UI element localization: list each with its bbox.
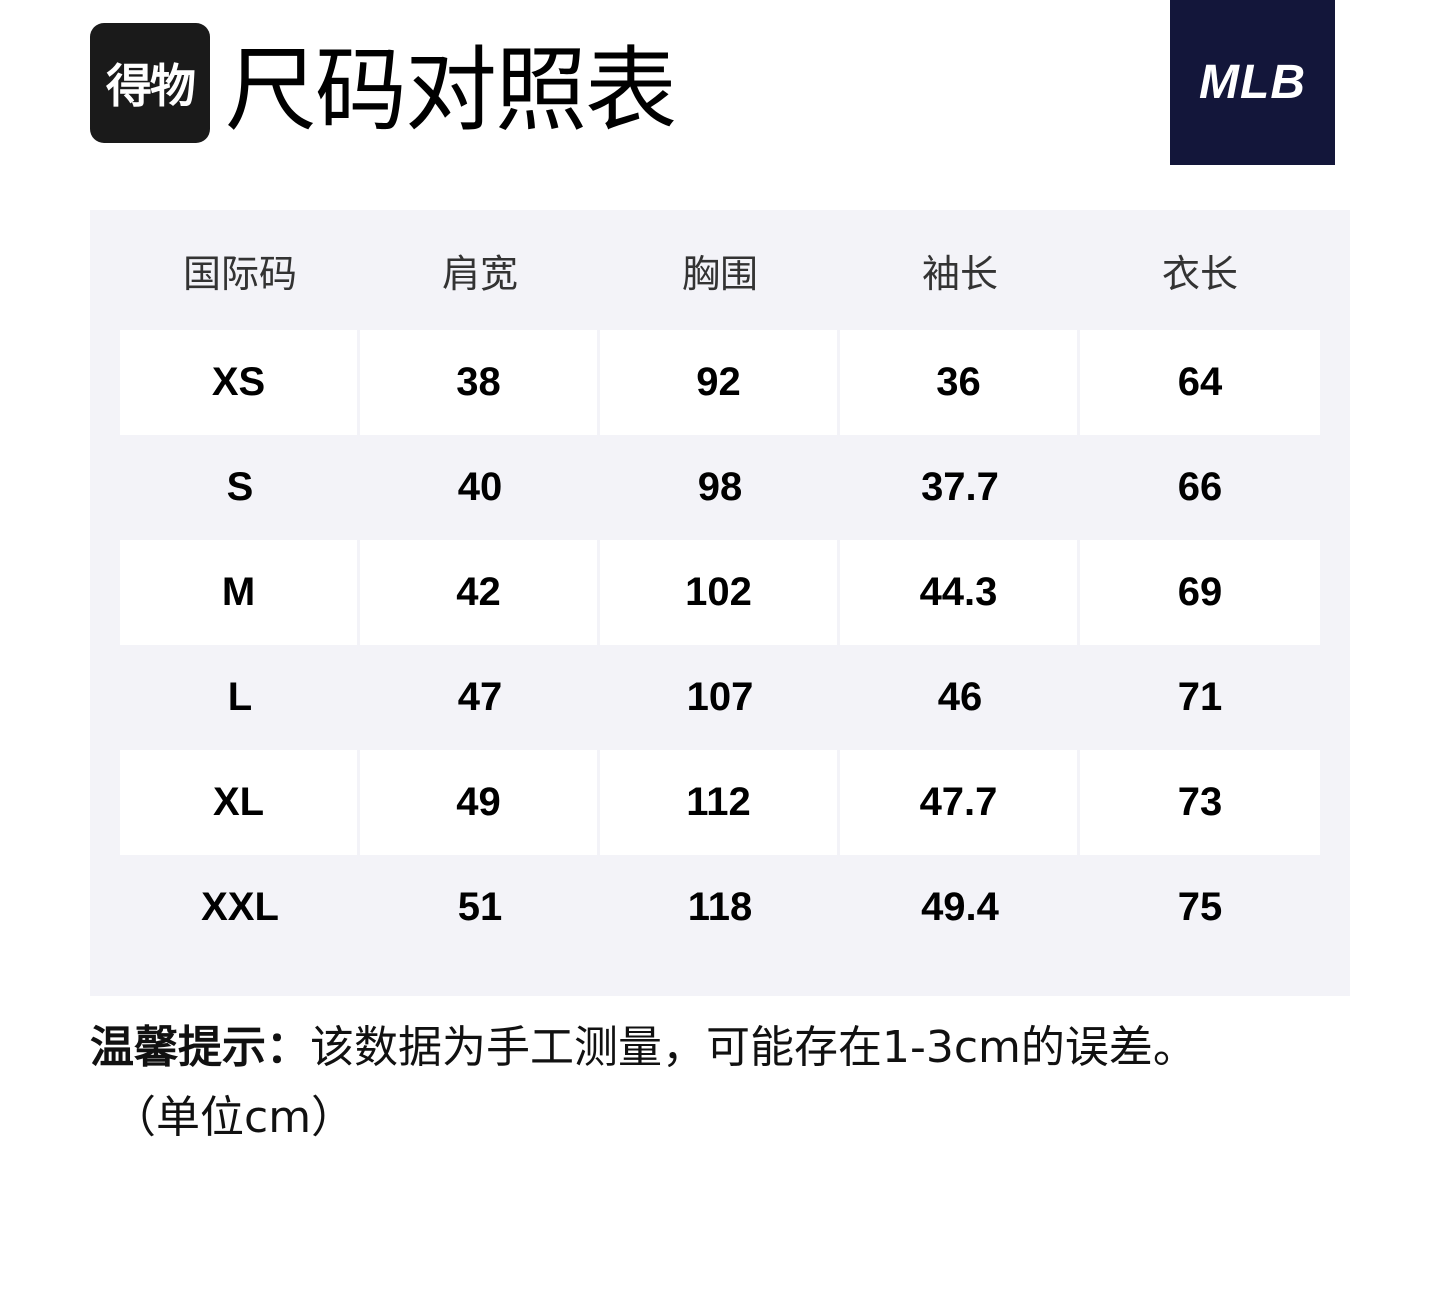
table-row: XS 38 92 36 64 — [120, 330, 1320, 435]
cell-size: M — [120, 540, 360, 645]
cell-sleeve: 49.4 — [921, 885, 999, 929]
unit-note: （单位cm） — [112, 1092, 356, 1143]
cell-chest: 118 — [687, 885, 753, 929]
cell-chest: 102 — [600, 540, 840, 645]
table-body: XS 38 92 36 64 S 40 98 37.7 66 M 42 102 … — [120, 330, 1320, 960]
header-chest: 胸围 — [681, 251, 758, 296]
measurement-note: 温馨提示：该数据为手工测量，可能存在1-3cm的误差。 — [90, 1010, 1350, 1086]
app-logo: 得物 — [90, 23, 210, 143]
cell-length: 73 — [1080, 750, 1320, 855]
table-row: L 47 107 46 71 — [120, 645, 1320, 750]
table-header-row: 国际码 肩宽 胸围 袖长 衣长 — [120, 210, 1320, 330]
cell-chest: 112 — [600, 750, 840, 855]
cell-shoulder: 51 — [457, 885, 503, 929]
cell-chest: 92 — [600, 330, 840, 435]
cell-length: 71 — [1177, 675, 1223, 719]
header-sleeve: 袖长 — [921, 251, 998, 296]
app-logo-text: 得物 — [106, 59, 196, 113]
cell-size: L — [227, 675, 253, 719]
cell-chest: 107 — [686, 675, 754, 719]
cell-shoulder: 40 — [457, 465, 503, 509]
cell-length: 64 — [1080, 330, 1320, 435]
cell-size: XXL — [201, 885, 279, 929]
table-row: M 42 102 44.3 69 — [120, 540, 1320, 645]
cell-shoulder: 42 — [360, 540, 600, 645]
header-size: 国际码 — [182, 251, 297, 296]
table-row: XXL 51 118 49.4 75 — [120, 855, 1320, 960]
cell-length: 75 — [1177, 885, 1223, 929]
cell-length: 66 — [1177, 465, 1223, 509]
cell-shoulder: 49 — [360, 750, 600, 855]
header-shoulder: 肩宽 — [441, 251, 518, 296]
page-title: 尺码对照表 — [225, 37, 677, 144]
cell-length: 69 — [1080, 540, 1320, 645]
note-text: 该数据为手工测量，可能存在1-3cm的误差。 — [310, 1022, 1197, 1073]
table-row: S 40 98 37.7 66 — [120, 435, 1320, 540]
header-length: 衣长 — [1161, 251, 1238, 296]
cell-size: S — [226, 465, 254, 509]
cell-shoulder: 47 — [457, 675, 503, 719]
cell-sleeve: 47.7 — [840, 750, 1080, 855]
cell-size: XS — [120, 330, 360, 435]
size-chart-table: 国际码 肩宽 胸围 袖长 衣长 XS 38 92 36 64 S 40 98 3… — [90, 210, 1350, 996]
table-row: XL 49 112 47.7 73 — [120, 750, 1320, 855]
cell-sleeve: 46 — [937, 675, 983, 719]
cell-sleeve: 37.7 — [921, 465, 999, 509]
cell-sleeve: 36 — [840, 330, 1080, 435]
cell-sleeve: 44.3 — [840, 540, 1080, 645]
cell-chest: 98 — [697, 465, 743, 509]
note-label: 温馨提示： — [90, 1022, 310, 1073]
cell-size: XL — [120, 750, 360, 855]
brand-logo-text: MLB — [1199, 56, 1306, 109]
cell-shoulder: 38 — [360, 330, 600, 435]
brand-logo: MLB — [1170, 0, 1335, 165]
